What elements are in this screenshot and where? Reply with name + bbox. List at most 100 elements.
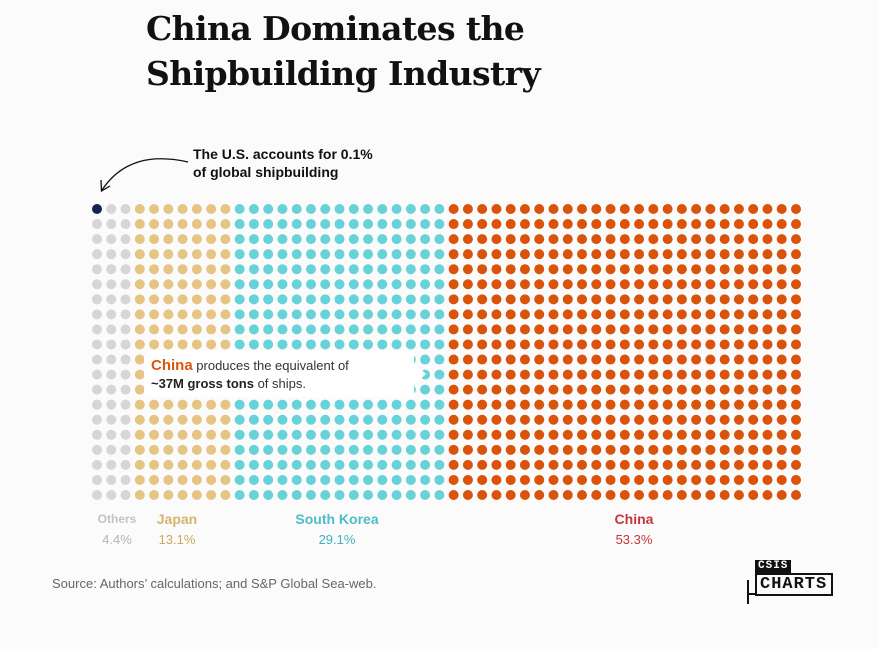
waffle-dot-south-korea bbox=[334, 444, 345, 455]
waffle-dot-china bbox=[519, 264, 530, 275]
waffle-dot-others bbox=[92, 459, 102, 470]
waffle-dot-china bbox=[762, 219, 773, 230]
waffle-dot-japan bbox=[177, 249, 188, 260]
waffle-dot-south-korea bbox=[305, 264, 316, 275]
waffle-dot-china bbox=[748, 309, 759, 320]
waffle-dot-china bbox=[676, 490, 687, 500]
waffle-dot-south-korea bbox=[405, 219, 416, 230]
waffle-dot-south-korea bbox=[305, 249, 316, 260]
waffle-dot-south-korea bbox=[234, 279, 245, 290]
waffle-dot-china bbox=[791, 324, 801, 335]
waffle-dot-china bbox=[762, 324, 773, 335]
waffle-dot-others bbox=[106, 339, 117, 350]
waffle-dot-china bbox=[676, 354, 687, 365]
waffle-dot-south-korea bbox=[291, 219, 302, 230]
waffle-dot-china bbox=[791, 384, 801, 395]
waffle-dot-china bbox=[548, 414, 559, 425]
waffle-dot-china bbox=[648, 399, 659, 410]
waffle-dot-south-korea bbox=[248, 219, 259, 230]
waffle-dot-china bbox=[619, 414, 630, 425]
waffle-dot-south-korea bbox=[305, 429, 316, 440]
legend-others-name: Others bbox=[97, 512, 137, 526]
waffle-dot-china bbox=[448, 490, 459, 500]
waffle-dot-china bbox=[691, 279, 702, 290]
waffle-dot-china bbox=[719, 354, 730, 365]
waffle-dot-south-korea bbox=[420, 324, 431, 335]
waffle-dot-china bbox=[534, 414, 545, 425]
waffle-dot-south-korea bbox=[291, 444, 302, 455]
waffle-dot-south-korea bbox=[234, 414, 245, 425]
waffle-dot-china bbox=[619, 369, 630, 380]
waffle-dot-china bbox=[548, 490, 559, 500]
waffle-dot-japan bbox=[134, 279, 145, 290]
waffle-dot-others bbox=[120, 384, 131, 395]
waffle-dot-china bbox=[534, 204, 545, 214]
waffle-dot-china bbox=[462, 399, 473, 410]
waffle-dot-china bbox=[619, 384, 630, 395]
waffle-dot-china bbox=[448, 264, 459, 275]
waffle-dot-south-korea bbox=[291, 279, 302, 290]
waffle-dot-south-korea bbox=[420, 384, 431, 395]
waffle-dot-south-korea bbox=[263, 294, 274, 305]
waffle-dot-south-korea bbox=[277, 249, 288, 260]
waffle-dot-china bbox=[562, 354, 573, 365]
waffle-dot-south-korea bbox=[391, 429, 402, 440]
waffle-dot-china bbox=[577, 234, 588, 245]
waffle-dot-others bbox=[92, 294, 102, 305]
waffle-dot-japan bbox=[206, 279, 217, 290]
waffle-dot-china bbox=[634, 309, 645, 320]
logo-bottom-text: CHARTS bbox=[755, 573, 834, 596]
waffle-dot-china bbox=[519, 369, 530, 380]
waffle-dot-south-korea bbox=[420, 354, 431, 365]
waffle-dot-china bbox=[548, 474, 559, 485]
waffle-dot-china bbox=[719, 399, 730, 410]
waffle-dot-south-korea bbox=[277, 429, 288, 440]
waffle-dot-japan bbox=[163, 279, 174, 290]
waffle-dot-china bbox=[462, 369, 473, 380]
waffle-dot-japan bbox=[220, 279, 231, 290]
waffle-dot-china bbox=[748, 399, 759, 410]
waffle-dot-south-korea bbox=[320, 459, 331, 470]
waffle-dot-others bbox=[92, 429, 102, 440]
waffle-dot-china bbox=[548, 384, 559, 395]
waffle-dot-china bbox=[448, 249, 459, 260]
waffle-dot-china bbox=[605, 354, 616, 365]
waffle-dot-china bbox=[477, 444, 488, 455]
waffle-dot-others bbox=[106, 279, 117, 290]
waffle-dot-japan bbox=[220, 490, 231, 500]
waffle-dot-china bbox=[477, 204, 488, 214]
waffle-dot-south-korea bbox=[405, 294, 416, 305]
waffle-dot-japan bbox=[177, 309, 188, 320]
waffle-dot-china bbox=[762, 279, 773, 290]
waffle-dot-others bbox=[120, 369, 131, 380]
waffle-dot-china bbox=[762, 399, 773, 410]
waffle-dot-china bbox=[791, 279, 801, 290]
waffle-dot-others bbox=[92, 474, 102, 485]
waffle-dot-china bbox=[519, 324, 530, 335]
waffle-dot-china bbox=[534, 219, 545, 230]
waffle-dot-others bbox=[120, 294, 131, 305]
waffle-dot-china bbox=[748, 414, 759, 425]
waffle-dot-china bbox=[577, 294, 588, 305]
waffle-dot-china bbox=[519, 414, 530, 425]
waffle-dot-china bbox=[748, 294, 759, 305]
waffle-dot-south-korea bbox=[334, 264, 345, 275]
waffle-dot-china bbox=[705, 399, 716, 410]
waffle-dot-china bbox=[691, 474, 702, 485]
waffle-dot-china bbox=[676, 369, 687, 380]
waffle-dot-china bbox=[791, 414, 801, 425]
legend-japan-pct: 13.1% bbox=[158, 532, 196, 547]
waffle-dot-china bbox=[662, 309, 673, 320]
waffle-dot-south-korea bbox=[248, 204, 259, 214]
waffle-dot-china bbox=[462, 429, 473, 440]
waffle-dot-china bbox=[705, 264, 716, 275]
waffle-dot-china bbox=[705, 219, 716, 230]
waffle-dot-others bbox=[92, 279, 102, 290]
waffle-dot-china bbox=[691, 384, 702, 395]
waffle-dot-china bbox=[491, 490, 502, 500]
waffle-dot-japan bbox=[163, 399, 174, 410]
waffle-dot-china bbox=[519, 234, 530, 245]
waffle-dot-south-korea bbox=[434, 279, 445, 290]
waffle-dot-others bbox=[92, 264, 102, 275]
waffle-dot-china bbox=[648, 369, 659, 380]
